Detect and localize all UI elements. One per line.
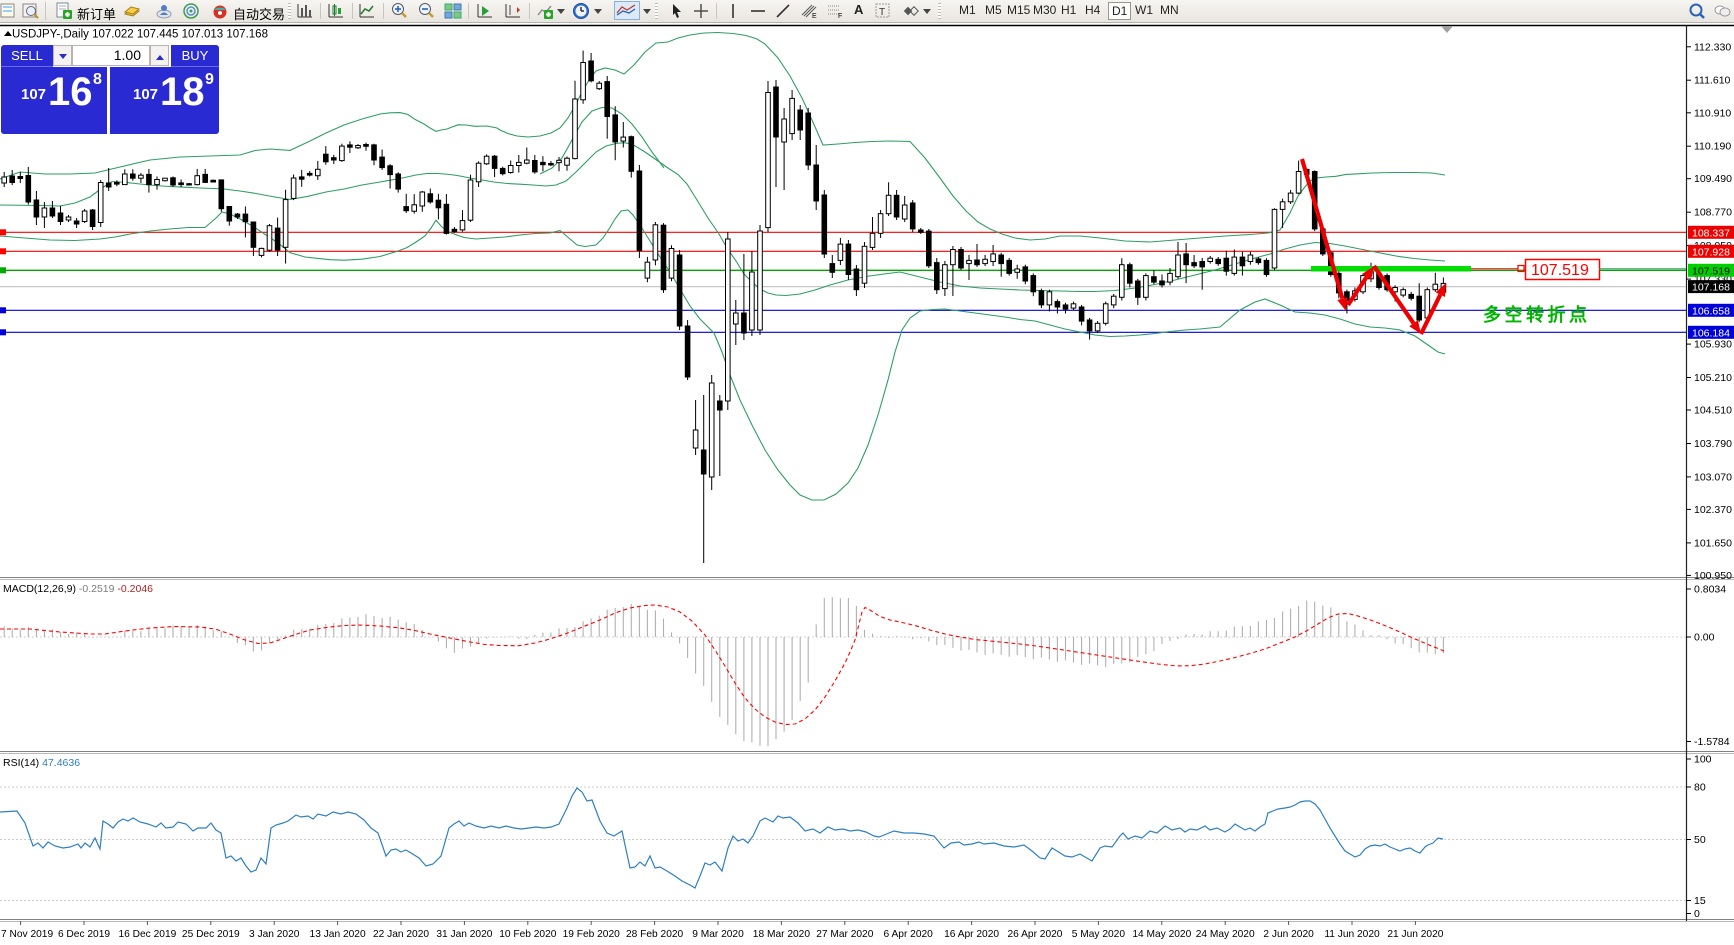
svg-text:103.790: 103.790 — [1694, 438, 1732, 450]
svg-text:18 Mar 2020: 18 Mar 2020 — [753, 929, 811, 940]
svg-text:2 Jun 2020: 2 Jun 2020 — [1263, 929, 1314, 940]
svg-text:110.910: 110.910 — [1694, 107, 1731, 119]
svg-text:3 Jan 2020: 3 Jan 2020 — [249, 929, 300, 940]
svg-text:105.210: 105.210 — [1694, 372, 1732, 384]
svg-text:100.950: 100.950 — [1694, 570, 1732, 582]
svg-text:111.610: 111.610 — [1694, 75, 1731, 87]
svg-text:106.184: 106.184 — [1692, 327, 1730, 339]
svg-text:112.330: 112.330 — [1694, 41, 1731, 53]
svg-text:107.928: 107.928 — [1692, 246, 1730, 258]
svg-text:RSI(14) 47.4636: RSI(14) 47.4636 — [3, 757, 80, 769]
svg-text:24 May 2020: 24 May 2020 — [1196, 929, 1255, 940]
svg-text:7 Nov 2019: 7 Nov 2019 — [1, 929, 53, 940]
svg-text:15: 15 — [1694, 895, 1706, 907]
svg-text:102.370: 102.370 — [1694, 504, 1732, 516]
svg-text:14 May 2020: 14 May 2020 — [1132, 929, 1191, 940]
svg-text:80: 80 — [1694, 782, 1706, 794]
svg-text:50: 50 — [1694, 834, 1706, 846]
svg-text:104.510: 104.510 — [1694, 405, 1732, 417]
svg-text:USDJPY-,Daily 107.022 107.445: USDJPY-,Daily 107.022 107.445 107.013 10… — [12, 29, 268, 41]
svg-text:5 May 2020: 5 May 2020 — [1072, 929, 1126, 940]
svg-text:10 Feb 2020: 10 Feb 2020 — [499, 929, 557, 940]
svg-text:108.337: 108.337 — [1692, 227, 1730, 239]
svg-text:13 Jan 2020: 13 Jan 2020 — [310, 929, 366, 940]
svg-text:0.00: 0.00 — [1694, 632, 1715, 644]
svg-text:MACD(12,26,9) -0.2519 -0.2046: MACD(12,26,9) -0.2519 -0.2046 — [3, 583, 153, 595]
svg-text:108.770: 108.770 — [1694, 207, 1732, 219]
svg-text:E: E — [812, 13, 817, 20]
svg-text:25 Dec 2019: 25 Dec 2019 — [182, 929, 240, 940]
svg-text:31 Jan 2020: 31 Jan 2020 — [436, 929, 492, 940]
svg-text:109.490: 109.490 — [1694, 173, 1732, 185]
svg-text:107.519: 107.519 — [1531, 262, 1589, 279]
svg-text:9 Mar 2020: 9 Mar 2020 — [692, 929, 744, 940]
svg-text:101.650: 101.650 — [1694, 537, 1732, 549]
svg-text:100: 100 — [1694, 754, 1712, 766]
svg-text:107.168: 107.168 — [1692, 282, 1730, 294]
svg-text:107.519: 107.519 — [1692, 265, 1730, 277]
svg-text:110.190: 110.190 — [1694, 141, 1731, 153]
svg-text:0: 0 — [1694, 908, 1700, 920]
svg-text:22 Jan 2020: 22 Jan 2020 — [373, 929, 429, 940]
svg-text:16 Apr 2020: 16 Apr 2020 — [944, 929, 999, 940]
svg-text:6 Apr 2020: 6 Apr 2020 — [884, 929, 934, 940]
svg-text:106.658: 106.658 — [1692, 305, 1730, 317]
svg-text:6 Dec 2019: 6 Dec 2019 — [58, 929, 110, 940]
svg-text:28 Feb 2020: 28 Feb 2020 — [626, 929, 684, 940]
svg-text:21 Jun 2020: 21 Jun 2020 — [1387, 929, 1443, 940]
svg-text:0.8034: 0.8034 — [1694, 584, 1726, 596]
svg-text:103.070: 103.070 — [1694, 471, 1732, 483]
svg-text:11 Jun 2020: 11 Jun 2020 — [1324, 929, 1380, 940]
svg-text:19 Feb 2020: 19 Feb 2020 — [563, 929, 621, 940]
svg-text:-1.5784: -1.5784 — [1694, 736, 1730, 748]
svg-text:26 Apr 2020: 26 Apr 2020 — [1008, 929, 1063, 940]
svg-text:F: F — [838, 13, 842, 20]
svg-text:多空转折点: 多空转折点 — [1483, 304, 1591, 325]
svg-text:16 Dec 2019: 16 Dec 2019 — [119, 929, 177, 940]
svg-text:105.930: 105.930 — [1694, 339, 1732, 351]
svg-text:T: T — [879, 7, 885, 18]
svg-text:27 Mar 2020: 27 Mar 2020 — [816, 929, 874, 940]
